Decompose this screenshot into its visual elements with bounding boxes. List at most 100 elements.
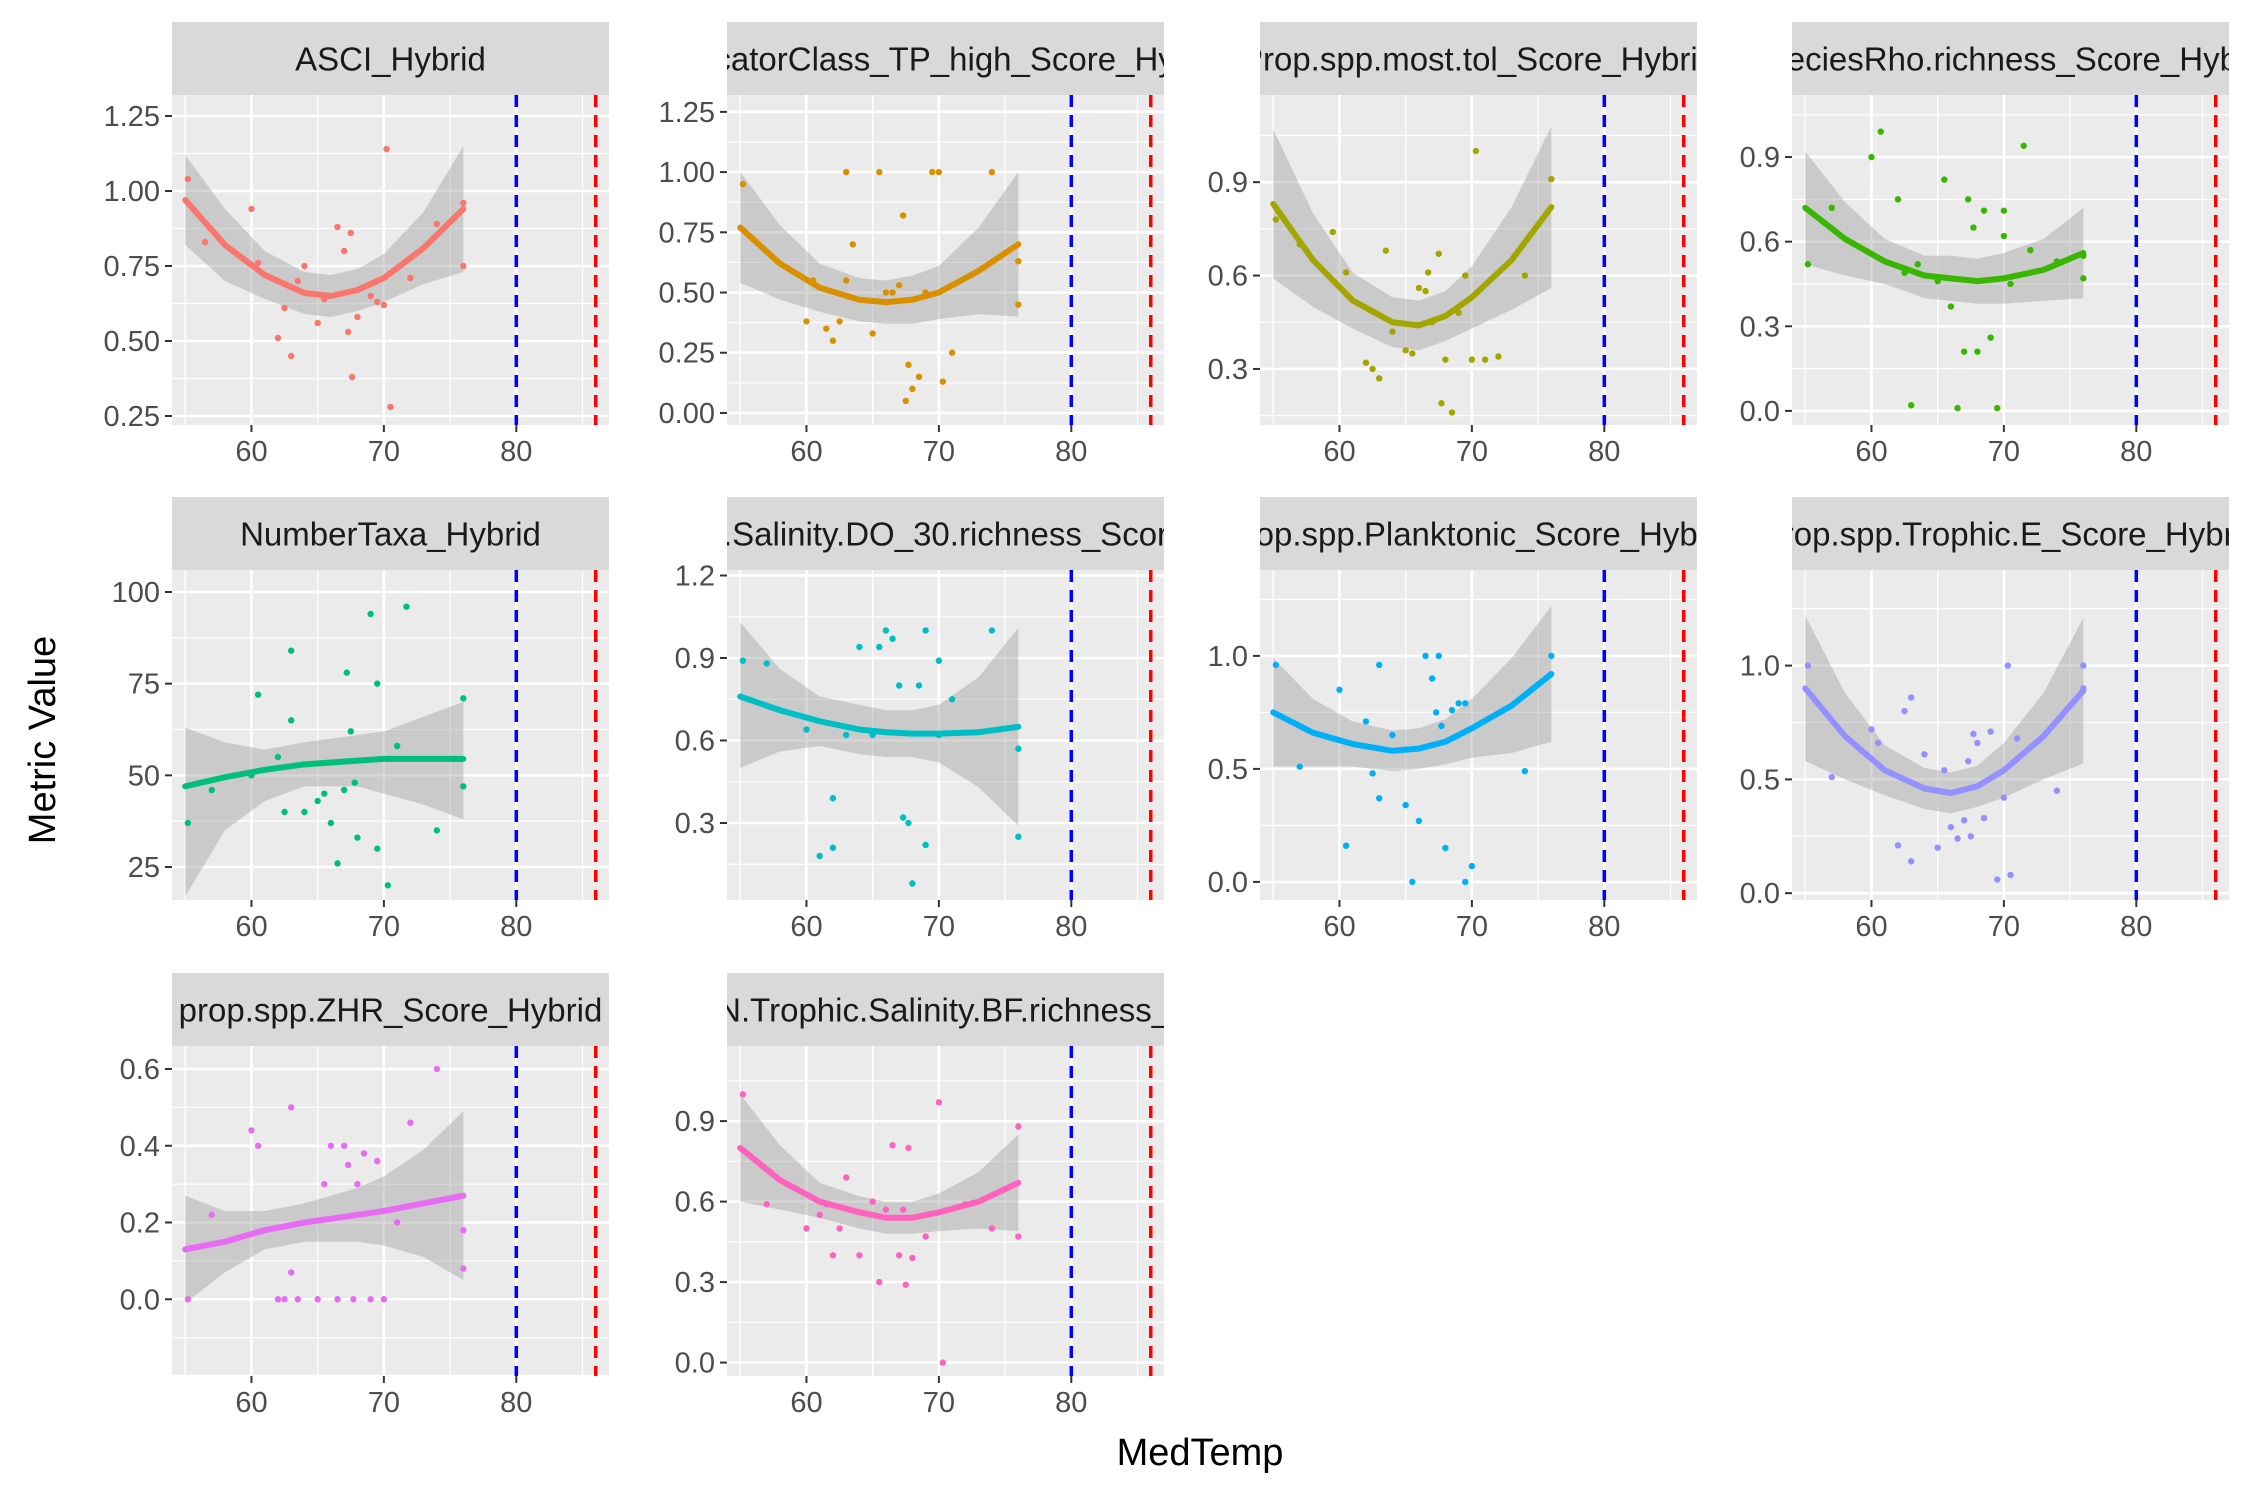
data-point [281,1296,288,1303]
data-point [327,1142,335,1149]
data-point [184,819,192,827]
data-point [902,397,909,405]
data-point [1375,375,1383,382]
facet-title: Prop.spp.Salinity.DO_30.richness_Score_H… [591,516,1300,553]
y-tick-label: 0.25 [659,338,715,370]
data-point [1015,258,1022,265]
data-point [1442,844,1449,852]
data-point [816,852,823,860]
data-point [895,282,903,289]
x-tick-label: 70 [1988,436,2020,468]
data-point [287,1269,295,1276]
data-point [1362,359,1370,366]
data-point [1868,726,1875,733]
x-tick-label: 70 [368,911,400,943]
data-point [433,1065,441,1073]
data-point [354,313,361,321]
data-point [882,289,890,296]
data-point [1941,176,1948,183]
data-point [1914,261,1922,268]
data-point [383,145,390,153]
data-point [347,229,354,237]
x-tick-label: 80 [1588,911,1620,943]
data-point [948,349,956,356]
data-point [1296,763,1303,770]
data-point [1907,402,1915,409]
data-point [1970,730,1977,738]
data-point [287,647,295,654]
data-point [354,834,361,841]
x-tick-label: 80 [500,436,532,468]
data-point [254,1142,262,1149]
data-point [351,779,358,786]
data-point [294,1296,302,1303]
data-point [739,1091,747,1098]
x-tick-label: 60 [235,436,267,468]
data-point [1548,175,1555,183]
data-point [1907,858,1915,865]
gridlines [172,95,609,425]
data-point [915,682,923,689]
data-point [889,289,896,296]
x-tick-label: 60 [790,911,822,943]
data-point [988,168,996,176]
data-point [184,1296,192,1303]
y-tick-label: 0.6 [1208,261,1248,293]
data-point [1438,722,1445,730]
facet-strip [172,973,609,1046]
data-point [1468,356,1476,363]
data-point [2004,662,2012,669]
data-point [1994,876,2001,883]
facet-strip [1792,497,2229,570]
data-point [348,373,356,381]
data-point [1934,844,1941,851]
data-point [460,783,467,790]
data-point [208,1211,215,1219]
data-point [380,1296,388,1303]
x-tick-label: 60 [790,436,822,468]
data-point [314,797,321,805]
data-point [1874,739,1882,747]
data-point [869,330,876,337]
x-axis-title: MedTemp [1117,1432,1284,1474]
data-point [829,844,837,851]
data-point [367,292,374,300]
y-tick-label: 1.0 [1740,651,1780,683]
data-point [895,1252,903,1259]
facet-panel: Prop.spp.Planktonic_Score_Hybrid 60 70 80 0.… [1208,497,1697,943]
data-point [1974,348,1981,355]
data-point [948,696,956,703]
y-tick-label: 0.0 [1208,867,1248,899]
y-tick-label: 0.50 [104,326,160,358]
y-tick-label: 25 [128,852,160,884]
data-point [922,627,929,634]
facet-title: NumberTaxa_Hybrid [240,516,541,553]
data-point [1868,153,1875,161]
y-tick-label: 0.50 [659,278,715,310]
data-point [248,205,255,213]
data-point [876,1278,883,1286]
facet-title: ASCI_Hybrid [295,41,486,78]
y-tick-label: 1.0 [1208,641,1248,673]
data-point [1448,409,1456,416]
data-point [2020,142,2027,149]
gridlines [727,95,1164,425]
data-point [184,175,192,183]
data-point [2000,207,2008,214]
x-tick-label: 80 [1055,911,1087,943]
data-point [460,1226,467,1234]
data-point [350,1296,357,1303]
data-point [739,657,747,664]
data-point [374,845,381,852]
data-point [201,238,209,246]
data-point [988,627,996,634]
plot-panel [1792,570,2229,900]
data-point [988,1225,996,1232]
x-tick-label: 70 [923,911,955,943]
data-point [1015,833,1022,840]
data-point [1435,250,1442,257]
data-point [433,220,441,228]
data-point [1402,801,1409,809]
data-point [254,259,262,267]
data-point [2007,871,2014,879]
